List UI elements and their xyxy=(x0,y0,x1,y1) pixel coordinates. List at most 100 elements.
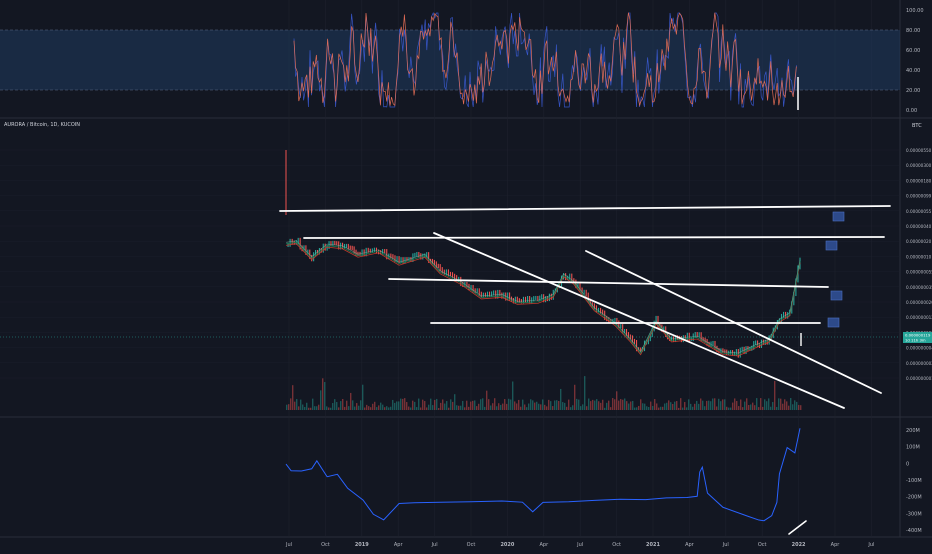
volume-bar xyxy=(784,399,786,410)
volume-bar xyxy=(672,403,674,410)
price-y-tick-label: 0.00000055 xyxy=(906,209,932,214)
volume-bar xyxy=(776,406,778,410)
volume-bar xyxy=(720,401,722,410)
volume-bar xyxy=(372,403,374,410)
volume-bar xyxy=(642,403,644,410)
volume-bar xyxy=(310,407,312,410)
volume-bar xyxy=(638,405,640,410)
volume-bar xyxy=(588,398,590,410)
volume-bar xyxy=(682,407,684,410)
volume-bar xyxy=(490,405,492,410)
volume-bar xyxy=(708,400,710,410)
volume-bar xyxy=(602,399,604,410)
x-tick-label: Apr xyxy=(394,542,404,548)
volume-bar xyxy=(474,400,476,410)
volume-bar xyxy=(730,407,732,410)
volume-bar xyxy=(564,402,566,410)
volume-bar xyxy=(508,398,510,410)
volume-bar xyxy=(334,399,336,410)
volume-bar xyxy=(742,407,744,410)
volume-bar xyxy=(522,399,524,410)
volume-bar xyxy=(690,403,692,410)
volume-bar xyxy=(578,399,580,410)
volume-bar xyxy=(632,400,634,410)
price-y-tick-label: 0.00000010 xyxy=(906,254,932,259)
x-tick-label: 2022 xyxy=(792,542,806,548)
volume-bar xyxy=(668,400,670,410)
volume-bar xyxy=(656,403,658,410)
volume-bar xyxy=(670,402,672,410)
obv-line xyxy=(285,428,801,522)
volume-bar xyxy=(586,406,588,410)
volume-bar xyxy=(426,407,428,410)
osc-y-tick-label: 80.00 xyxy=(906,28,920,34)
volume-bar xyxy=(504,399,506,410)
trendline xyxy=(303,236,885,239)
volume-bar xyxy=(326,406,328,410)
last-price-value: 0.000000119 xyxy=(905,333,931,338)
volume-bar xyxy=(350,392,352,410)
obv-drawn-line xyxy=(788,520,807,535)
volume-bar xyxy=(538,403,540,410)
volume-bar xyxy=(400,398,402,410)
volume-bar xyxy=(446,401,448,410)
volume-bar xyxy=(636,407,638,410)
volume-bar xyxy=(448,407,450,410)
volume-bar xyxy=(414,401,416,410)
volume-bar xyxy=(318,404,320,410)
oscillator-k-line xyxy=(293,12,797,107)
volume-bar xyxy=(470,401,472,410)
volume-bar xyxy=(332,403,334,410)
volume-bar xyxy=(398,401,400,410)
last-price-tag xyxy=(903,332,932,343)
volume-bar xyxy=(748,404,750,410)
volume-bar xyxy=(482,398,484,410)
volume-bar xyxy=(418,398,420,410)
volume-bar xyxy=(738,406,740,410)
symbol-title: AURORA / Bitcoin, 1D, KUCOIN xyxy=(4,122,81,128)
volume-bar xyxy=(794,400,796,410)
price-y-tick-label: 0.00000020 xyxy=(906,239,932,244)
volume-bar xyxy=(494,398,496,410)
volume-bar xyxy=(384,407,386,410)
volume-bar xyxy=(702,400,704,410)
volume-bar xyxy=(360,400,362,410)
price-line xyxy=(285,240,801,354)
volume-bar xyxy=(622,399,624,410)
trendline xyxy=(279,205,891,212)
volume-bar xyxy=(472,400,474,410)
volume-bar xyxy=(674,401,676,410)
volume-bar xyxy=(336,402,338,410)
volume-bar xyxy=(484,406,486,410)
volume-bar xyxy=(732,402,734,410)
volume-bar xyxy=(566,406,568,410)
volume-bar xyxy=(456,405,458,410)
volume-bar xyxy=(458,405,460,410)
volume-bar xyxy=(744,401,746,410)
volume-bar xyxy=(762,406,764,410)
volume-bar xyxy=(624,398,626,410)
x-tick-label: 2019 xyxy=(355,542,369,548)
oscillator-panel: 100.00 80.00 60.00 40.00 20.00 0.00 xyxy=(0,8,924,114)
x-tick-label: 2021 xyxy=(646,542,660,548)
price-y-tick-label: 0.000000012 xyxy=(906,315,932,320)
volume-bar xyxy=(710,401,712,410)
volume-bar xyxy=(422,399,424,410)
volume-bar xyxy=(626,401,628,410)
volume-bar xyxy=(444,403,446,410)
volume-bar xyxy=(340,401,342,410)
trendline xyxy=(388,278,829,288)
volume-bar xyxy=(288,404,290,410)
volume-bar xyxy=(380,402,382,410)
obv-y-tick-label: -100M xyxy=(906,478,922,484)
x-tick-label: Apr xyxy=(831,542,841,548)
axis-layer: Jul Oct 2019 Apr Jul Oct 2020 Apr Jul Oct 2021 Apr J… xyxy=(285,542,874,548)
volume-bar xyxy=(648,406,650,410)
volume-bar xyxy=(714,398,716,410)
volume-bar xyxy=(478,403,480,410)
volume-bar xyxy=(496,406,498,410)
x-tick-label: Jul xyxy=(285,542,292,548)
volume-bar xyxy=(752,402,754,410)
volume-bar xyxy=(658,407,660,410)
